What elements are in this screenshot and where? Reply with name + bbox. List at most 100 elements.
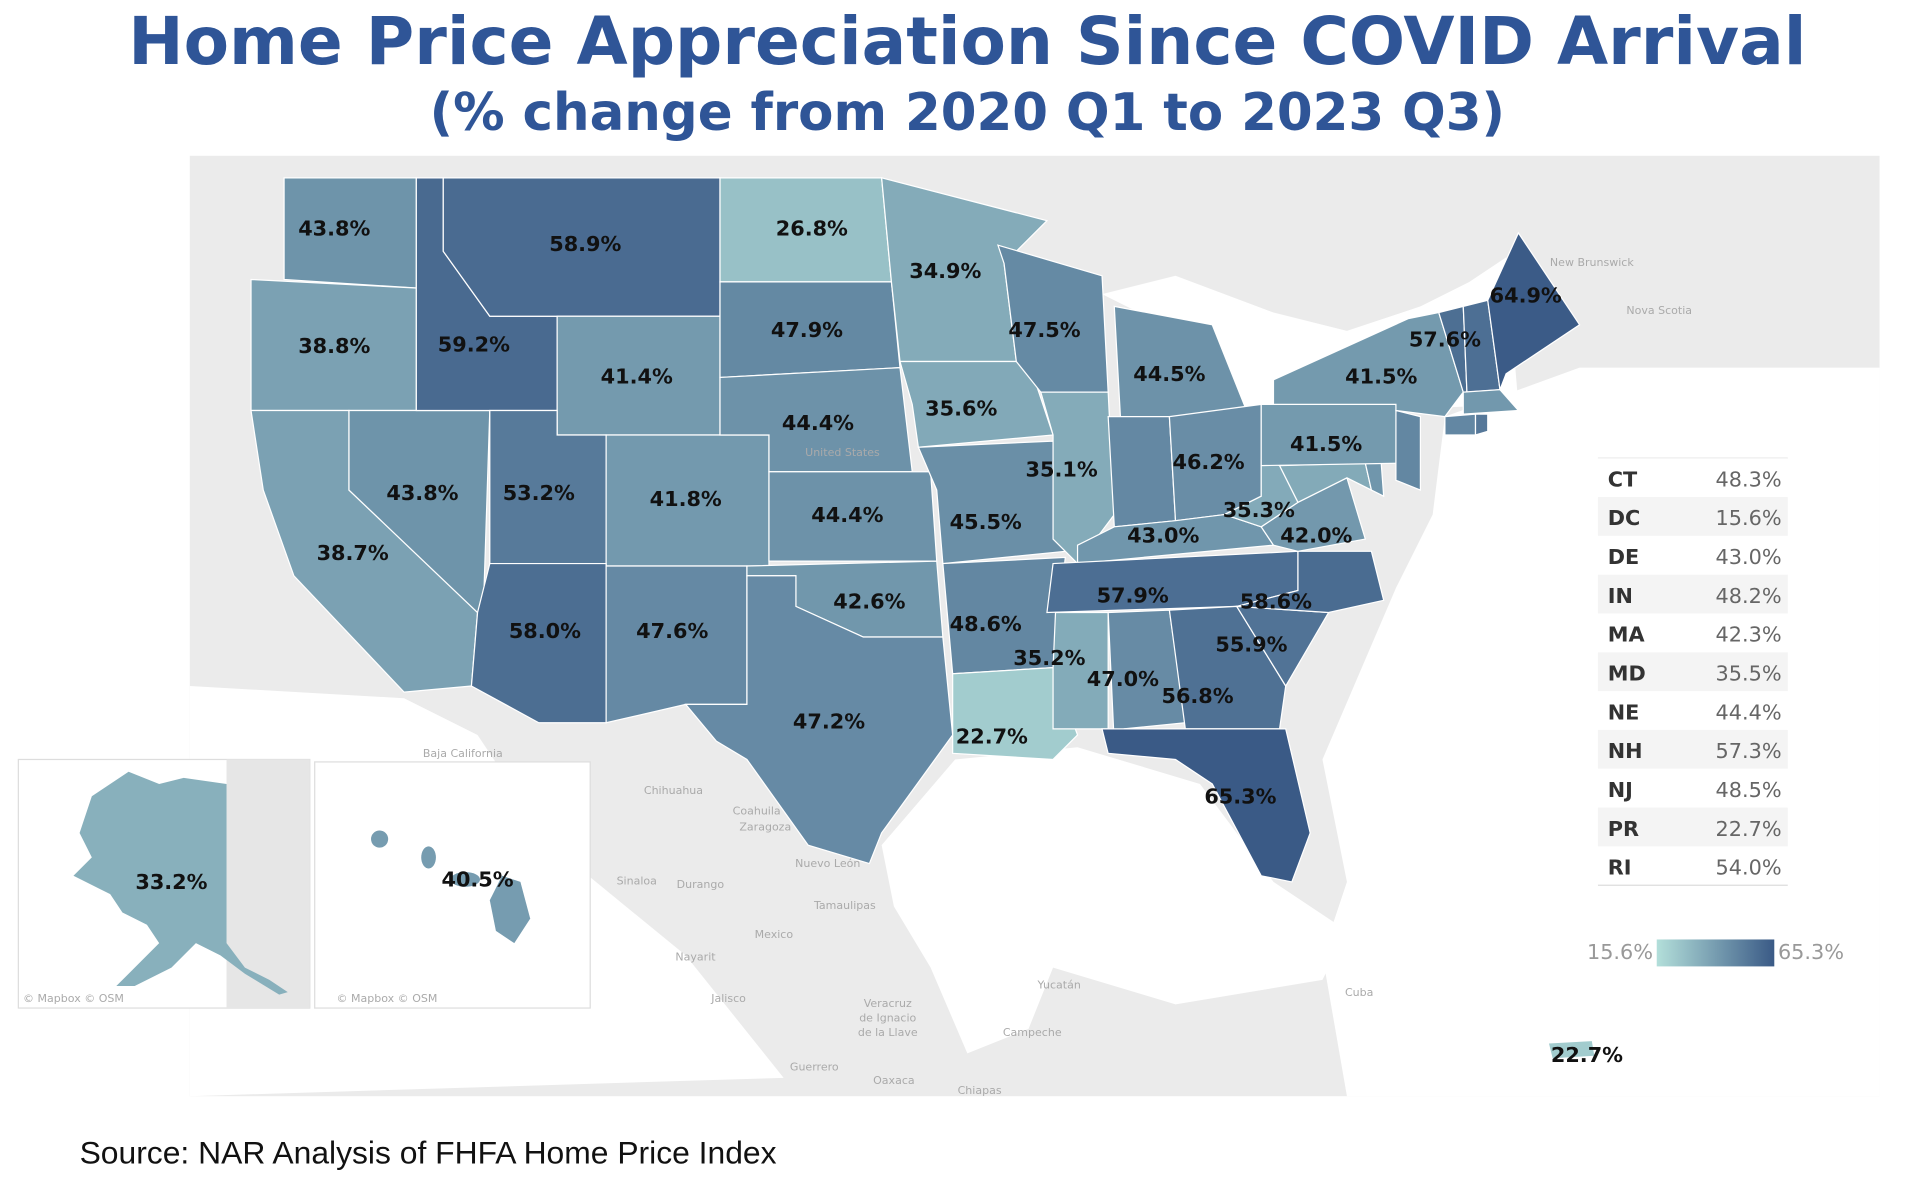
state-NJ[interactable] — [1395, 409, 1422, 491]
state-label-TX: 47.2% — [793, 710, 865, 734]
state-IA[interactable] — [899, 360, 1054, 448]
place-veracruz-2: de Ignacio — [859, 1012, 916, 1025]
table-row-bg — [1597, 574, 1788, 614]
table-value: 43.0% — [1716, 545, 1782, 569]
table-row: NJ 48.5% — [1597, 768, 1788, 808]
table-value: 15.6% — [1716, 506, 1782, 530]
state-GA[interactable] — [1168, 605, 1287, 730]
color-legend: 15.6% 65.3% — [1587, 939, 1844, 967]
place-chiapas: Chiapas — [958, 1084, 1002, 1097]
page-subtitle: (% change from 2020 Q1 to 2023 Q3) — [430, 83, 1505, 143]
table-row: CT 48.3% — [1597, 458, 1788, 498]
table-row-bg — [1597, 458, 1788, 498]
state-label-ID: 59.2% — [438, 333, 510, 357]
state-label-OR: 38.8% — [298, 334, 370, 358]
table-value: 48.3% — [1716, 467, 1782, 491]
state-CT[interactable] — [1444, 413, 1477, 436]
state-NM[interactable] — [605, 565, 748, 724]
table-row-bg — [1597, 652, 1788, 692]
place-guerrero: Guerrero — [790, 1060, 839, 1073]
territory-PR[interactable] — [1548, 1041, 1595, 1059]
map-area[interactable]: Mexico Chihuahua Coahuila de Zaragoza Nu… — [189, 155, 1880, 1097]
state-MO[interactable] — [917, 440, 1066, 565]
state-label-CA: 38.7% — [317, 541, 389, 565]
state-label-ME: 64.9% — [1490, 284, 1562, 308]
state-IN[interactable] — [1107, 416, 1177, 528]
state-label-NV: 43.8% — [386, 481, 458, 505]
state-MS[interactable] — [1052, 611, 1109, 730]
legend-min: 15.6% — [1587, 940, 1653, 964]
hawaii-inset-frame — [314, 761, 591, 1009]
place-jalisco: Jalisco — [710, 992, 746, 1005]
state-label-CO: 41.8% — [650, 487, 722, 511]
table-value: 35.5% — [1716, 661, 1782, 685]
state-label-HI: 40.5% — [441, 868, 513, 892]
state-label-AZ: 58.0% — [509, 619, 581, 643]
alaska-inset[interactable]: © Mapbox © OSM 33.2% — [17, 758, 311, 1009]
table-value: 22.7% — [1716, 817, 1782, 841]
state-label-MO: 45.5% — [950, 510, 1022, 534]
state-AZ[interactable] — [470, 562, 607, 724]
table-row-bg — [1597, 768, 1788, 808]
state-HI-oahu[interactable] — [421, 846, 436, 869]
table-value: 48.5% — [1716, 778, 1782, 802]
state-label-OH: 46.2% — [1172, 450, 1244, 474]
state-label-SD: 47.9% — [771, 318, 843, 342]
place-veracruz-3: de la Llave — [858, 1026, 918, 1039]
table-value: 42.3% — [1716, 623, 1782, 647]
state-HI-big-island[interactable] — [489, 875, 531, 944]
state-label-WV: 35.3% — [1223, 498, 1295, 522]
state-MA[interactable] — [1462, 389, 1520, 415]
state-label-UT: 53.2% — [503, 481, 575, 505]
table-row: PR 22.7% — [1597, 807, 1788, 847]
table-value: 48.2% — [1716, 584, 1782, 608]
state-TX[interactable] — [684, 575, 954, 865]
place-baja: Baja California — [423, 747, 503, 760]
state-label-SC: 55.9% — [1215, 633, 1287, 657]
state-label-TN: 57.9% — [1097, 584, 1169, 608]
table-row: RI 54.0% — [1597, 846, 1788, 886]
state-ME[interactable] — [1487, 231, 1581, 390]
state-label-PA: 41.5% — [1290, 432, 1362, 456]
hawaii-attribution: © Mapbox © OSM — [337, 992, 438, 1005]
table-state: PR — [1608, 817, 1639, 841]
place-us: United States — [805, 446, 880, 459]
table-state: NE — [1608, 700, 1640, 724]
table-state: NJ — [1608, 778, 1633, 802]
state-label-AR: 48.6% — [950, 612, 1022, 636]
table-value: 44.4% — [1716, 700, 1782, 724]
state-label-MI: 44.5% — [1133, 362, 1205, 386]
pr-area[interactable]: 22.7% — [1548, 1041, 1623, 1067]
state-NC[interactable] — [1236, 550, 1385, 614]
state-shapes[interactable] — [250, 177, 1581, 883]
hawaii-inset[interactable]: © Mapbox © OSM 40.5% — [314, 761, 591, 1009]
state-label-ND: 26.8% — [776, 216, 848, 240]
table-row-bg — [1597, 691, 1788, 730]
table-row: IN 48.2% — [1597, 574, 1788, 614]
state-LA[interactable] — [952, 666, 1079, 761]
table-state: MD — [1608, 661, 1646, 685]
table-row-bg — [1597, 613, 1788, 653]
state-RI[interactable] — [1474, 413, 1489, 436]
table-row: MD 35.5% — [1597, 652, 1788, 692]
state-FL[interactable] — [1101, 728, 1311, 883]
place-nuevo-leon: Nuevo León — [795, 857, 860, 870]
state-AL[interactable] — [1107, 609, 1187, 747]
place-cuba: Cuba — [1345, 986, 1373, 999]
state-AK[interactable] — [73, 771, 288, 995]
table-row-bg — [1597, 535, 1788, 575]
table-row: NH 57.3% — [1597, 729, 1788, 769]
state-HI-kauai[interactable] — [371, 830, 389, 848]
state-value-labels: 43.8% 38.8% 38.7% 43.8% 59.2% 58.9% 41.4% 53.2%… — [298, 216, 1562, 808]
table-row: NE 44.4% — [1597, 691, 1788, 730]
table-row: MA 42.3% — [1597, 613, 1788, 653]
state-label-PR: 22.7% — [1551, 1043, 1623, 1067]
table-row-bg — [1597, 807, 1788, 847]
state-label-WI: 47.5% — [1008, 318, 1080, 342]
state-HI-maui[interactable] — [450, 872, 480, 887]
source-note: Source: NAR Analysis of FHFA Home Price … — [80, 1135, 777, 1171]
table-state: DE — [1608, 545, 1639, 569]
state-label-VA: 42.0% — [1280, 524, 1352, 548]
state-label-IA: 35.6% — [925, 396, 997, 420]
gulf-of-mexico — [881, 747, 1347, 1054]
